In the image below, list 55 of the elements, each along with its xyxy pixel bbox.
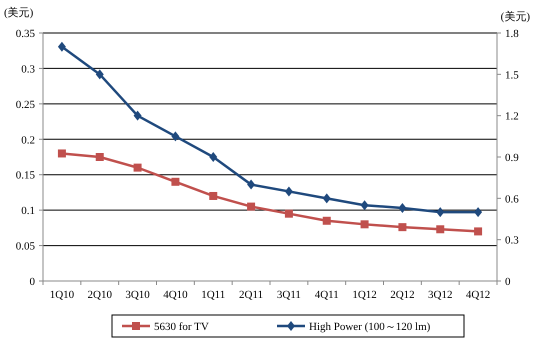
y2-tick-label: 1.8 (505, 28, 520, 40)
y-tick-label: 0.3 (21, 63, 36, 76)
x-tick-label: 3Q11 (276, 289, 301, 301)
y-tick-label: 0.25 (16, 98, 36, 111)
y-tick-label: 0.1 (21, 205, 35, 218)
point (134, 164, 142, 172)
point (96, 69, 104, 80)
y-tick-label: 0.15 (16, 170, 36, 182)
y2-tick-label: 1.2 (505, 110, 519, 123)
y2-tick-label: 0 (505, 276, 511, 288)
point (209, 152, 218, 162)
y2-tick-label: 0.9 (505, 152, 520, 164)
point (247, 180, 256, 190)
point (474, 207, 482, 218)
x-tick-label: 4Q11 (314, 289, 339, 301)
point (58, 42, 66, 52)
y-tick-label: 0.2 (21, 134, 35, 146)
x-tick-label: 2Q12 (390, 289, 415, 301)
point (398, 202, 406, 213)
x-tick-label: 2Q10 (88, 289, 112, 301)
point (171, 131, 180, 142)
x-tick-label: 1Q11 (201, 289, 226, 301)
y2-tick-label: 0.3 (505, 234, 520, 247)
y-tick-label: 0.35 (16, 28, 36, 40)
y-tick-label: 0.05 (16, 240, 36, 253)
point (284, 210, 293, 218)
point (360, 200, 369, 210)
x-tick-label: 3Q10 (125, 289, 150, 301)
y2-tick-label: 0.6 (505, 193, 520, 206)
point (209, 192, 218, 200)
point (134, 110, 142, 121)
x-tick-label: 4Q12 (466, 289, 490, 301)
x-tick-label: 1Q12 (352, 289, 377, 301)
x-tick-label: 1Q10 (50, 289, 75, 301)
y2-axis-title: (美元) (500, 10, 530, 23)
point (247, 202, 256, 211)
legend-label: High Power (100～120 lm) (309, 321, 431, 333)
point (284, 186, 293, 196)
point (171, 178, 180, 186)
point (322, 193, 331, 204)
x-tick-label: 4Q10 (163, 289, 188, 301)
y2-tick-label: 1.5 (505, 69, 520, 82)
point (360, 220, 369, 228)
point (398, 223, 406, 232)
x-tick-label: 3Q12 (428, 289, 452, 301)
point (474, 227, 482, 236)
point (436, 207, 444, 218)
x-tick-label: 2Q11 (239, 289, 264, 301)
point (96, 153, 104, 161)
point (322, 216, 331, 225)
point (58, 149, 66, 158)
y-tick-label: 0 (30, 276, 36, 288)
point (436, 225, 444, 234)
legend-label: 5630 for TV (154, 321, 209, 333)
y-axis-title: (美元) (4, 6, 34, 19)
